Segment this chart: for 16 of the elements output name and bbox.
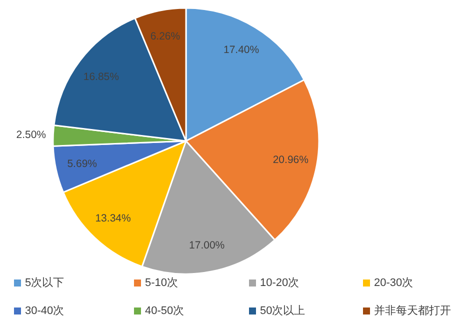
data-label: 5.69% <box>67 158 97 170</box>
legend-label: 并非每天都打开 <box>374 304 451 317</box>
data-label: 16.85% <box>83 70 119 83</box>
data-label: 2.50% <box>16 128 46 141</box>
legend-label: 10-20次 <box>260 277 300 289</box>
data-label: 13.34% <box>95 212 131 224</box>
legend-label: 40-50次 <box>145 305 184 317</box>
legend-label: 20-30次 <box>374 277 414 289</box>
data-label: 6.26% <box>150 30 180 43</box>
data-label: 17.00% <box>189 239 225 252</box>
data-label: 17.40% <box>223 44 260 56</box>
legend-label: 50次以上 <box>260 304 306 317</box>
legend-label: 5-10次 <box>145 277 178 289</box>
data-label: 20.96% <box>272 154 308 166</box>
legend-label: 30-40次 <box>25 305 64 317</box>
legend-label: 5次以下 <box>25 276 64 289</box>
